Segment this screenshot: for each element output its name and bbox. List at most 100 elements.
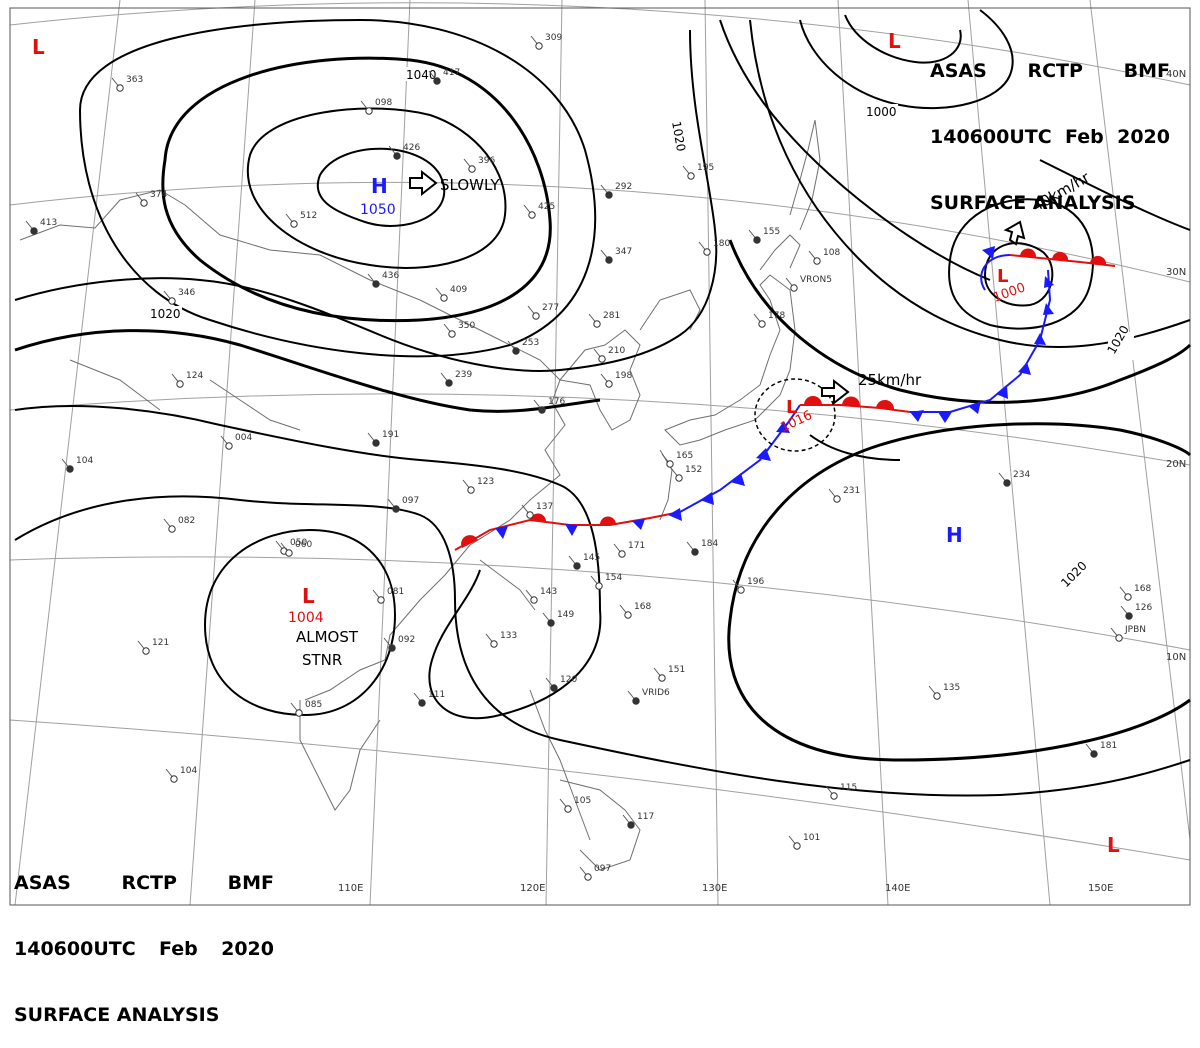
station-obs: 115 [825, 783, 857, 800]
header-bottom-month: Feb [159, 938, 198, 960]
isobar-label-1020-north: 1020 [669, 120, 688, 153]
fronts [454, 246, 1116, 551]
station-obs-label: 409 [450, 285, 467, 295]
station-obs-label: 105 [574, 796, 591, 806]
header-top-office: BMF [1123, 60, 1170, 82]
arrow-high-1050 [409, 169, 438, 197]
station-obs: 195 [682, 163, 714, 180]
station-obs-label: 124 [186, 371, 203, 381]
station-obs: 198 [600, 371, 632, 388]
station-obs-label: 195 [697, 163, 714, 173]
header-bottom-station: RCTP [121, 872, 177, 894]
low-1004-movement-2: STNR [302, 651, 342, 669]
isobar-labels: 1040 1020 1000 1020 1020 1020 [148, 67, 1134, 590]
station-obs: 168 [1119, 584, 1151, 601]
station-obs: 120 [545, 675, 577, 692]
station-obs-label: JPBN [1124, 625, 1146, 635]
station-circle-icon [66, 465, 74, 473]
station-obs-label: 165 [676, 451, 693, 461]
station-circle-icon [168, 525, 176, 533]
station-obs: JPBN [1110, 625, 1146, 642]
lat-label-10n: 10N [1166, 652, 1186, 663]
station-obs: 176 [533, 397, 565, 414]
station-circle-icon [666, 460, 674, 468]
station-obs-label: 363 [126, 75, 143, 85]
station-obs: 396 [463, 156, 495, 173]
station-obs: 171 [613, 541, 645, 558]
station-obs-label: 191 [382, 430, 399, 440]
arrow-low-1000 [1003, 220, 1026, 246]
station-obs: VRID6 [627, 688, 670, 705]
station-obs: 210 [593, 346, 625, 363]
station-obs: 239 [440, 370, 472, 387]
low-northwest-corner: L [32, 35, 45, 59]
station-circle-icon [830, 792, 838, 800]
station-obs-label: 104 [76, 456, 93, 466]
station-circle-icon [433, 77, 441, 85]
station-obs-label: 108 [823, 248, 840, 258]
station-circle-icon [142, 647, 150, 655]
station-circle-icon [584, 873, 592, 881]
station-obs-label: 180 [713, 239, 730, 249]
header-top-time: 140600UTC [930, 126, 1052, 148]
station-obs: 145 [568, 553, 600, 570]
isobar-label-1000: 1000 [866, 105, 897, 119]
station-circle-icon [632, 697, 640, 705]
station-obs: 184 [686, 539, 718, 556]
station-circle-icon [538, 406, 546, 414]
station-circle-icon [618, 550, 626, 558]
high-center-letter: H [371, 174, 388, 198]
station-obs: 347 [600, 247, 632, 264]
station-obs: 374 [135, 190, 167, 207]
station-circle-icon [605, 191, 613, 199]
station-circle-icon [593, 320, 601, 328]
station-circle-icon [468, 165, 476, 173]
station-obs: 180 [698, 239, 730, 256]
station-obs: 409 [435, 285, 467, 302]
station-circle-icon [598, 355, 606, 363]
station-circle-icon [1115, 634, 1123, 642]
station-obs-label: 210 [608, 346, 625, 356]
header-top-month: Feb [1065, 126, 1104, 148]
station-obs-label: 135 [943, 683, 960, 693]
station-obs: 277 [527, 303, 559, 320]
station-obs: 108 [808, 248, 840, 265]
station-obs: 133 [485, 631, 517, 648]
map-border [9, 7, 1191, 906]
station-obs-label: 111 [428, 690, 445, 700]
graticule-labels: 110E 120E 130E 140E 150E 40N 30N 20N 10N [338, 69, 1186, 894]
station-obs-label: 281 [603, 311, 620, 321]
lon-label-140e: 140E [885, 883, 910, 894]
station-obs: 253 [507, 338, 539, 355]
isobars [14, 9, 1192, 797]
station-obs-label: 176 [548, 397, 565, 407]
station-obs: VRON5 [785, 275, 832, 292]
station-obs-label: 234 [1013, 470, 1030, 480]
station-obs: 436 [367, 271, 399, 288]
high-center-southeast: H [946, 523, 963, 547]
station-obs-label: 168 [634, 602, 651, 612]
station-circle-icon [687, 172, 695, 180]
low-1004-letter: L [302, 584, 315, 608]
station-obs-label: 346 [178, 288, 195, 298]
station-obs-label: 133 [500, 631, 517, 641]
station-circle-icon [393, 152, 401, 160]
station-circle-icon [116, 84, 124, 92]
station-circle-icon [512, 347, 520, 355]
station-circle-icon [440, 294, 448, 302]
station-obs-label: 098 [375, 98, 392, 108]
station-obs: 155 [748, 227, 780, 244]
station-obs: 097 [387, 496, 419, 513]
station-obs-label: 082 [178, 516, 195, 526]
station-circle-icon [813, 257, 821, 265]
station-obs: 101 [788, 833, 820, 850]
station-obs-label: 004 [235, 433, 252, 443]
station-obs-label: 143 [540, 587, 557, 597]
station-obs: 426 [388, 143, 420, 160]
station-circle-icon [933, 692, 941, 700]
station-obs: 135 [928, 683, 960, 700]
station-obs-label: 120 [560, 675, 577, 685]
station-obs-label: 181 [1100, 741, 1117, 751]
header-top: ASAS RCTP BMF 140600UTC Feb 2020 SURFACE… [930, 16, 1170, 236]
station-circle-icon [528, 211, 536, 219]
